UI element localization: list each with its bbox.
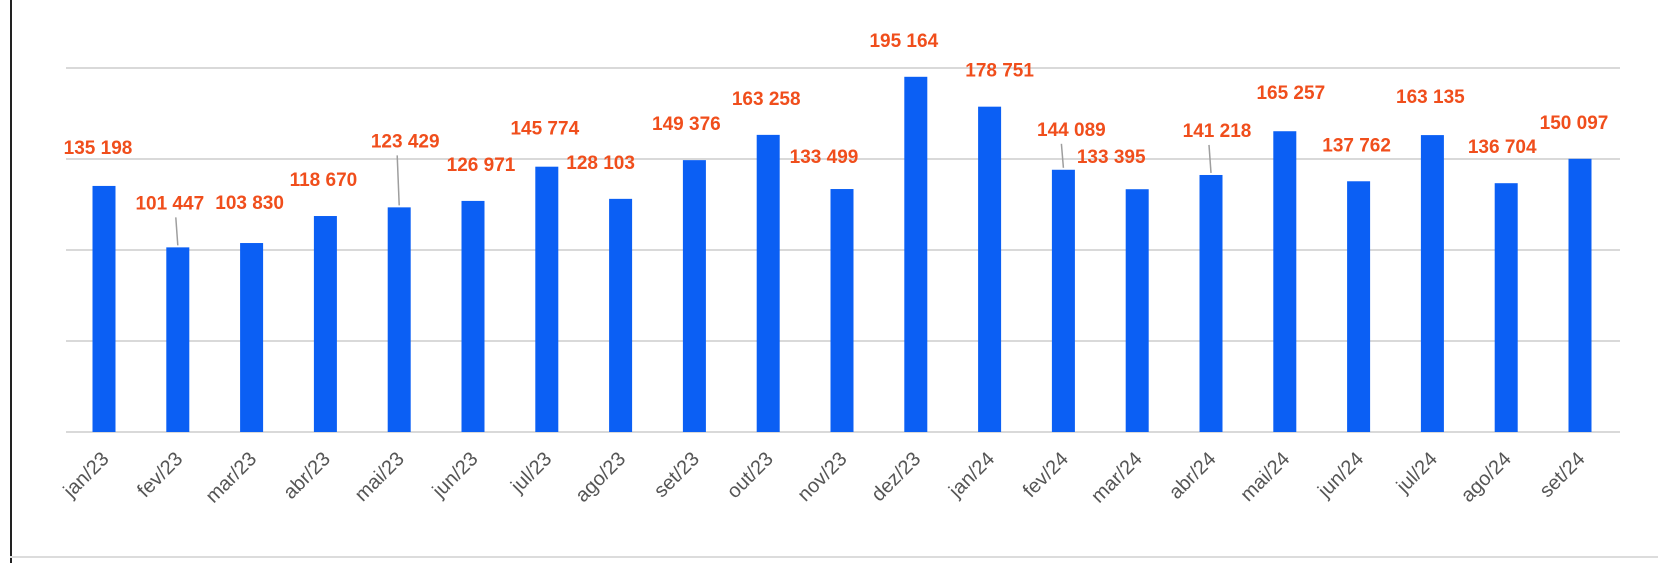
data-label: 165 257 xyxy=(1256,83,1325,104)
bar xyxy=(978,106,1002,432)
bar xyxy=(387,207,411,432)
bar xyxy=(609,198,633,432)
data-label: 144 089 xyxy=(1037,120,1106,141)
bar xyxy=(92,185,116,432)
bar xyxy=(461,200,485,432)
x-tick-label: ago/23 xyxy=(571,448,630,507)
bar xyxy=(535,166,559,432)
data-label: 145 774 xyxy=(510,119,579,140)
x-tick-label: jan/24 xyxy=(944,448,999,503)
bar xyxy=(313,216,337,432)
data-label: 163 135 xyxy=(1396,87,1465,108)
x-tick-label: ago/24 xyxy=(1457,448,1516,507)
bar xyxy=(166,247,190,432)
data-label: 123 429 xyxy=(371,131,440,152)
bar xyxy=(240,243,264,432)
bar xyxy=(1568,158,1592,432)
x-tick-label: mai/23 xyxy=(351,448,409,506)
x-tick-label: set/23 xyxy=(650,448,704,502)
frame-bottom-border xyxy=(10,556,1658,558)
data-label: 126 971 xyxy=(447,155,516,176)
x-tick-label: dez/23 xyxy=(867,448,925,506)
data-label: 141 218 xyxy=(1183,121,1252,142)
data-label: 101 447 xyxy=(135,193,204,214)
x-tick-label: set/24 xyxy=(1535,448,1589,502)
bar xyxy=(1051,169,1075,432)
label-leader-line xyxy=(1208,144,1212,174)
x-tick-label: mai/24 xyxy=(1236,448,1294,506)
x-tick-label: mar/24 xyxy=(1087,448,1147,508)
x-tick-label: abr/24 xyxy=(1165,448,1221,504)
x-tick-label: jul/24 xyxy=(1392,448,1442,498)
frame-left-border xyxy=(10,0,12,563)
data-label: 135 198 xyxy=(64,138,133,159)
x-tick-label: jul/23 xyxy=(506,448,556,498)
bar xyxy=(1125,189,1149,432)
data-label: 163 258 xyxy=(732,89,801,110)
data-label: 150 097 xyxy=(1540,113,1609,134)
x-tick-label: jan/23 xyxy=(59,448,114,503)
bar xyxy=(1273,131,1297,433)
data-label: 128 103 xyxy=(566,153,635,174)
data-label: 178 751 xyxy=(965,61,1034,82)
x-tick-label: jun/24 xyxy=(1313,448,1368,503)
data-label: 118 670 xyxy=(290,170,358,191)
data-label: 137 762 xyxy=(1322,135,1391,156)
bar xyxy=(1494,183,1518,432)
bar xyxy=(682,160,706,432)
bar xyxy=(904,76,928,433)
data-label: 136 704 xyxy=(1468,137,1537,158)
label-leader-line xyxy=(175,217,179,246)
data-label: 149 376 xyxy=(652,114,721,135)
x-tick-label: abr/23 xyxy=(279,448,335,504)
x-tick-label: fev/24 xyxy=(1019,448,1073,502)
data-label: 195 164 xyxy=(869,31,938,52)
data-label: 133 499 xyxy=(790,147,859,168)
bar xyxy=(756,134,780,433)
bar xyxy=(830,189,854,432)
x-tick-label: nov/23 xyxy=(794,448,852,506)
label-leader-line xyxy=(1060,143,1065,168)
x-tick-label: mar/23 xyxy=(202,448,262,508)
data-label: 103 830 xyxy=(215,193,284,214)
bar xyxy=(1420,135,1444,432)
x-tick-label: fev/23 xyxy=(133,448,187,502)
x-tick-label: out/23 xyxy=(723,448,778,503)
data-label: 133 395 xyxy=(1077,147,1146,168)
bar xyxy=(1347,181,1371,432)
label-leader-line xyxy=(396,155,400,206)
x-tick-label: jun/23 xyxy=(428,448,483,503)
bar xyxy=(1199,174,1223,432)
